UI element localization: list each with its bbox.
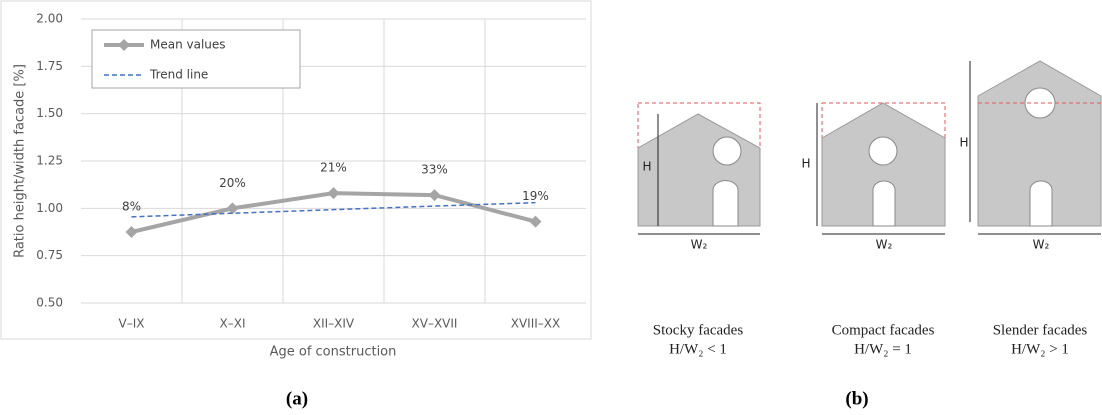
width-label: W₂ — [691, 238, 708, 252]
x-tick-label: X–XI — [220, 317, 246, 331]
height-label: H — [642, 160, 651, 174]
facade-compact: H W₂ Compact facades H/W₂ = 1 — [801, 102, 946, 357]
window — [712, 136, 742, 166]
marker — [327, 187, 340, 200]
panel-label: (b) — [845, 388, 868, 409]
annotation: 33% — [421, 163, 448, 177]
annotation: 21% — [320, 161, 347, 175]
y-tick-label: 1.75 — [36, 59, 63, 73]
window — [868, 136, 898, 166]
marker — [529, 215, 542, 228]
marker — [226, 202, 239, 215]
annotation: 19% — [522, 189, 549, 203]
y-tick-label: 1.00 — [36, 201, 63, 215]
width-label: W₂ — [1033, 238, 1050, 252]
door — [1029, 180, 1053, 227]
door — [712, 180, 739, 227]
legend-label: Mean values — [150, 38, 226, 52]
marker — [125, 226, 138, 238]
facade-slender: H W₂ Slender facades H/W₂ > 1 — [959, 60, 1102, 357]
legend-marker — [118, 39, 130, 51]
chart-frame — [0, 0, 592, 340]
annotation: 8% — [122, 200, 141, 214]
height-label: H — [959, 136, 968, 150]
y-tick-label: 0.50 — [36, 296, 63, 310]
width-label: W₂ — [876, 238, 893, 252]
facade — [637, 113, 761, 227]
x-axis-label: Age of construction — [270, 345, 397, 360]
ratio: H/W₂ = 1 — [854, 341, 912, 357]
x-tick-label: V–IX — [119, 317, 145, 331]
x-tick-label: XII–XIV — [313, 317, 355, 331]
door — [872, 180, 896, 227]
series-line — [131, 201, 536, 218]
legend-box — [91, 29, 301, 89]
caption: Compact facades — [832, 322, 935, 338]
y-tick-label: 2.00 — [36, 12, 63, 26]
ratio: H/W₂ < 1 — [669, 341, 727, 357]
height-label: H — [801, 157, 810, 171]
y-tick-label: 0.75 — [36, 248, 63, 262]
marker — [428, 189, 441, 202]
y-tick-label: 1.25 — [36, 154, 63, 168]
annotation: 20% — [219, 176, 246, 190]
legend-label: Trend line — [149, 68, 208, 82]
panel-label: (a) — [286, 388, 308, 409]
y-tick-label: 1.50 — [36, 106, 63, 120]
facade-stocky: H W₂ Stocky facades H/W₂ < 1 — [637, 102, 761, 357]
facade — [977, 60, 1102, 227]
caption: Slender facades — [993, 322, 1088, 338]
y-axis-label: Ratio height/width facade [%] — [13, 64, 28, 258]
ratio: H/W₂ > 1 — [1011, 341, 1069, 357]
x-tick-label: XVIII–XX — [511, 317, 561, 331]
x-tick-label: XV–XVII — [412, 317, 458, 331]
caption: Stocky facades — [653, 322, 744, 338]
